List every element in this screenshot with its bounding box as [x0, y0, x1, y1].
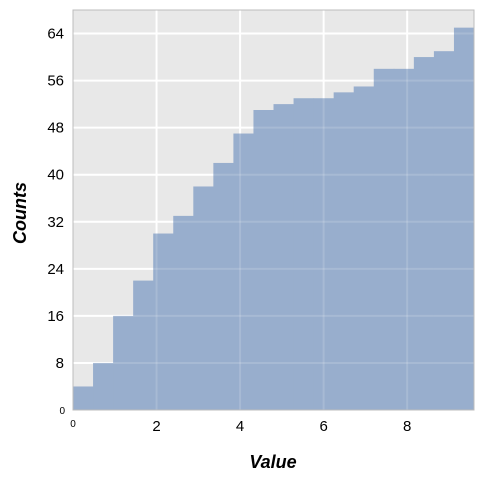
histogram-bar: [393, 68, 415, 410]
y-tick-label: 64: [47, 26, 64, 43]
y-tick-label: 8: [56, 355, 64, 372]
y-tick-label: 48: [47, 120, 64, 137]
histogram-bar: [293, 98, 315, 410]
histogram-bars: [73, 27, 475, 411]
y-tick-label: 56: [47, 73, 64, 90]
x-tick-label: 8: [403, 418, 411, 435]
histogram-bar: [353, 86, 375, 411]
x-tick-label: 6: [319, 418, 327, 435]
histogram-bar: [373, 68, 395, 410]
histogram-bar: [133, 280, 154, 410]
x-tick-label: 4: [236, 418, 244, 435]
histogram-bar: [333, 92, 355, 411]
x-tick-label: 0: [70, 419, 76, 430]
x-tick-label: 2: [152, 418, 160, 435]
y-tick-label: 0: [59, 406, 65, 417]
histogram-bar: [213, 162, 234, 410]
y-axis-title: Counts: [10, 182, 30, 244]
histogram-bar: [233, 133, 254, 410]
grid-overlay: [73, 10, 474, 410]
histogram-bar: [433, 51, 455, 410]
histogram-bar: [453, 27, 475, 410]
y-tick-label: 24: [47, 261, 64, 278]
histogram-bar: [173, 215, 194, 410]
histogram-bar: [413, 57, 435, 410]
y-axis-ticks: 0 8 16 24 32 40 48 56 64: [47, 26, 65, 417]
histogram-bar: [193, 186, 214, 410]
histogram-bar: [73, 386, 94, 410]
x-axis-title: Value: [249, 452, 296, 472]
y-tick-label: 40: [47, 167, 64, 184]
x-axis-ticks: 0 2 4 6 8: [70, 418, 411, 435]
y-tick-label: 32: [47, 214, 64, 231]
histogram-bar: [113, 315, 134, 410]
histogram-bar: [253, 110, 274, 410]
histogram-bar: [93, 362, 114, 410]
y-tick-label: 16: [47, 308, 64, 325]
plot-frame: [72, 9, 475, 411]
histogram-bar: [153, 233, 174, 410]
histogram-bar: [273, 104, 295, 410]
histogram-bar: [313, 98, 335, 410]
